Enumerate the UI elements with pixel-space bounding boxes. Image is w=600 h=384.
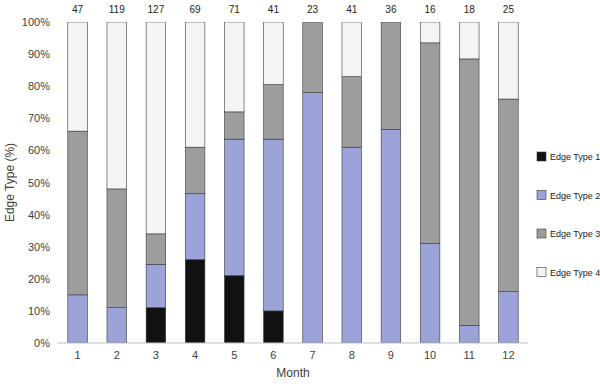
- x-tick-label: 4: [192, 349, 198, 361]
- bar-segment: [499, 292, 519, 343]
- bar-segment: [459, 22, 479, 59]
- bar-segment: [381, 22, 401, 23]
- count-label: 36: [385, 4, 397, 15]
- bar-segment: [146, 308, 166, 343]
- x-tick-label: 11: [464, 349, 475, 361]
- bar-segment: [342, 77, 362, 148]
- legend-label: Edge Type 3: [550, 229, 600, 239]
- count-label: 16: [425, 4, 437, 15]
- count-label: 71: [229, 4, 241, 15]
- legend-label: Edge Type 4: [550, 268, 600, 278]
- bar-segment: [499, 99, 519, 292]
- legend-swatch: [537, 152, 546, 161]
- count-label: 25: [503, 4, 515, 15]
- legend: Edge Type 1 Edge Type 2 Edge Type 3 Edge Ty…: [537, 152, 600, 278]
- y-tick-label: 30%: [28, 241, 50, 253]
- bar-segment: [146, 22, 166, 234]
- y-tick-label: 10%: [28, 305, 50, 317]
- count-label: 18: [464, 4, 476, 15]
- count-label: 69: [190, 4, 202, 15]
- bar-segment: [146, 234, 166, 264]
- bar-segment: [107, 308, 127, 343]
- bar-segment: [146, 264, 166, 307]
- y-tick-label: 40%: [28, 209, 50, 221]
- count-label: 41: [268, 4, 280, 15]
- y-tick-label: 50%: [28, 177, 50, 189]
- bar-segment: [420, 43, 440, 244]
- bar-segment: [185, 260, 205, 343]
- bar-segment: [342, 22, 362, 77]
- x-tick-label: 5: [231, 349, 237, 361]
- x-axis-title: Month: [276, 366, 309, 380]
- y-tick-label: 100%: [22, 16, 50, 28]
- count-label: 119: [109, 4, 125, 15]
- bar-segment: [185, 194, 205, 260]
- bar-segment: [381, 22, 401, 130]
- x-tick-label: 10: [424, 349, 436, 361]
- y-tick-label: 0%: [34, 337, 50, 349]
- bar-segment: [264, 139, 284, 311]
- bars: [68, 22, 518, 343]
- y-tick-label: 90%: [28, 48, 50, 60]
- bar-segment: [185, 22, 205, 147]
- bar-segment: [303, 22, 323, 93]
- legend-swatch: [537, 191, 546, 200]
- y-tick-label: 60%: [28, 144, 50, 156]
- y-axis-title: Edge Type (%): [3, 143, 17, 222]
- x-tick-label: 12: [502, 349, 514, 361]
- bar-segment: [185, 147, 205, 194]
- x-tick-label: 1: [75, 349, 81, 361]
- bar-segment: [303, 22, 323, 23]
- y-tick-label: 20%: [28, 273, 50, 285]
- x-tick-label: 8: [349, 349, 355, 361]
- bar-segment: [459, 325, 479, 343]
- bar-segment: [342, 147, 362, 343]
- chart-svg: 0%10%20%30%40%50%60%70%80%90%100%1234567…: [0, 0, 600, 384]
- bar-segment: [68, 131, 88, 295]
- chart-root: 0%10%20%30%40%50%60%70%80%90%100%1234567…: [0, 0, 600, 384]
- x-tick-label: 6: [270, 349, 276, 361]
- bar-segment: [381, 130, 401, 343]
- x-tick-label: 2: [114, 349, 120, 361]
- bar-segment: [224, 139, 244, 275]
- bar-segment: [107, 22, 127, 189]
- bar-segment: [224, 22, 244, 112]
- y-tick-label: 70%: [28, 112, 50, 124]
- bar-segment: [459, 59, 479, 325]
- bar-segment: [264, 311, 284, 343]
- bar-segment: [68, 22, 88, 131]
- count-label: 23: [307, 4, 319, 15]
- count-label: 47: [72, 4, 84, 15]
- y-tick-label: 80%: [28, 80, 50, 92]
- legend-swatch: [537, 268, 546, 277]
- x-tick-label: 9: [388, 349, 394, 361]
- bar-segment: [107, 189, 127, 308]
- legend-label: Edge Type 2: [550, 191, 600, 201]
- legend-label: Edge Type 1: [550, 152, 600, 162]
- x-tick-label: 3: [153, 349, 159, 361]
- bar-segment: [264, 85, 284, 140]
- legend-swatch: [537, 229, 546, 238]
- bar-segment: [499, 22, 519, 99]
- bar-segment: [224, 276, 244, 343]
- count-label: 127: [148, 4, 165, 15]
- bar-segment: [264, 22, 284, 85]
- bar-segment: [68, 295, 88, 343]
- x-axis-line: [58, 343, 528, 344]
- bar-segment: [303, 93, 323, 343]
- bar-segment: [224, 112, 244, 139]
- bar-segment: [420, 22, 440, 43]
- count-label: 41: [346, 4, 358, 15]
- x-tick-label: 7: [310, 349, 316, 361]
- bar-segment: [420, 243, 440, 343]
